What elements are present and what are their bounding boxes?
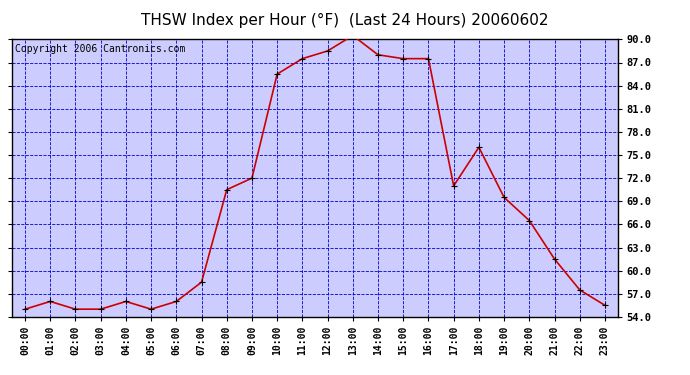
- Text: THSW Index per Hour (°F)  (Last 24 Hours) 20060602: THSW Index per Hour (°F) (Last 24 Hours)…: [141, 13, 549, 28]
- Text: Copyright 2006 Cantronics.com: Copyright 2006 Cantronics.com: [15, 44, 186, 54]
